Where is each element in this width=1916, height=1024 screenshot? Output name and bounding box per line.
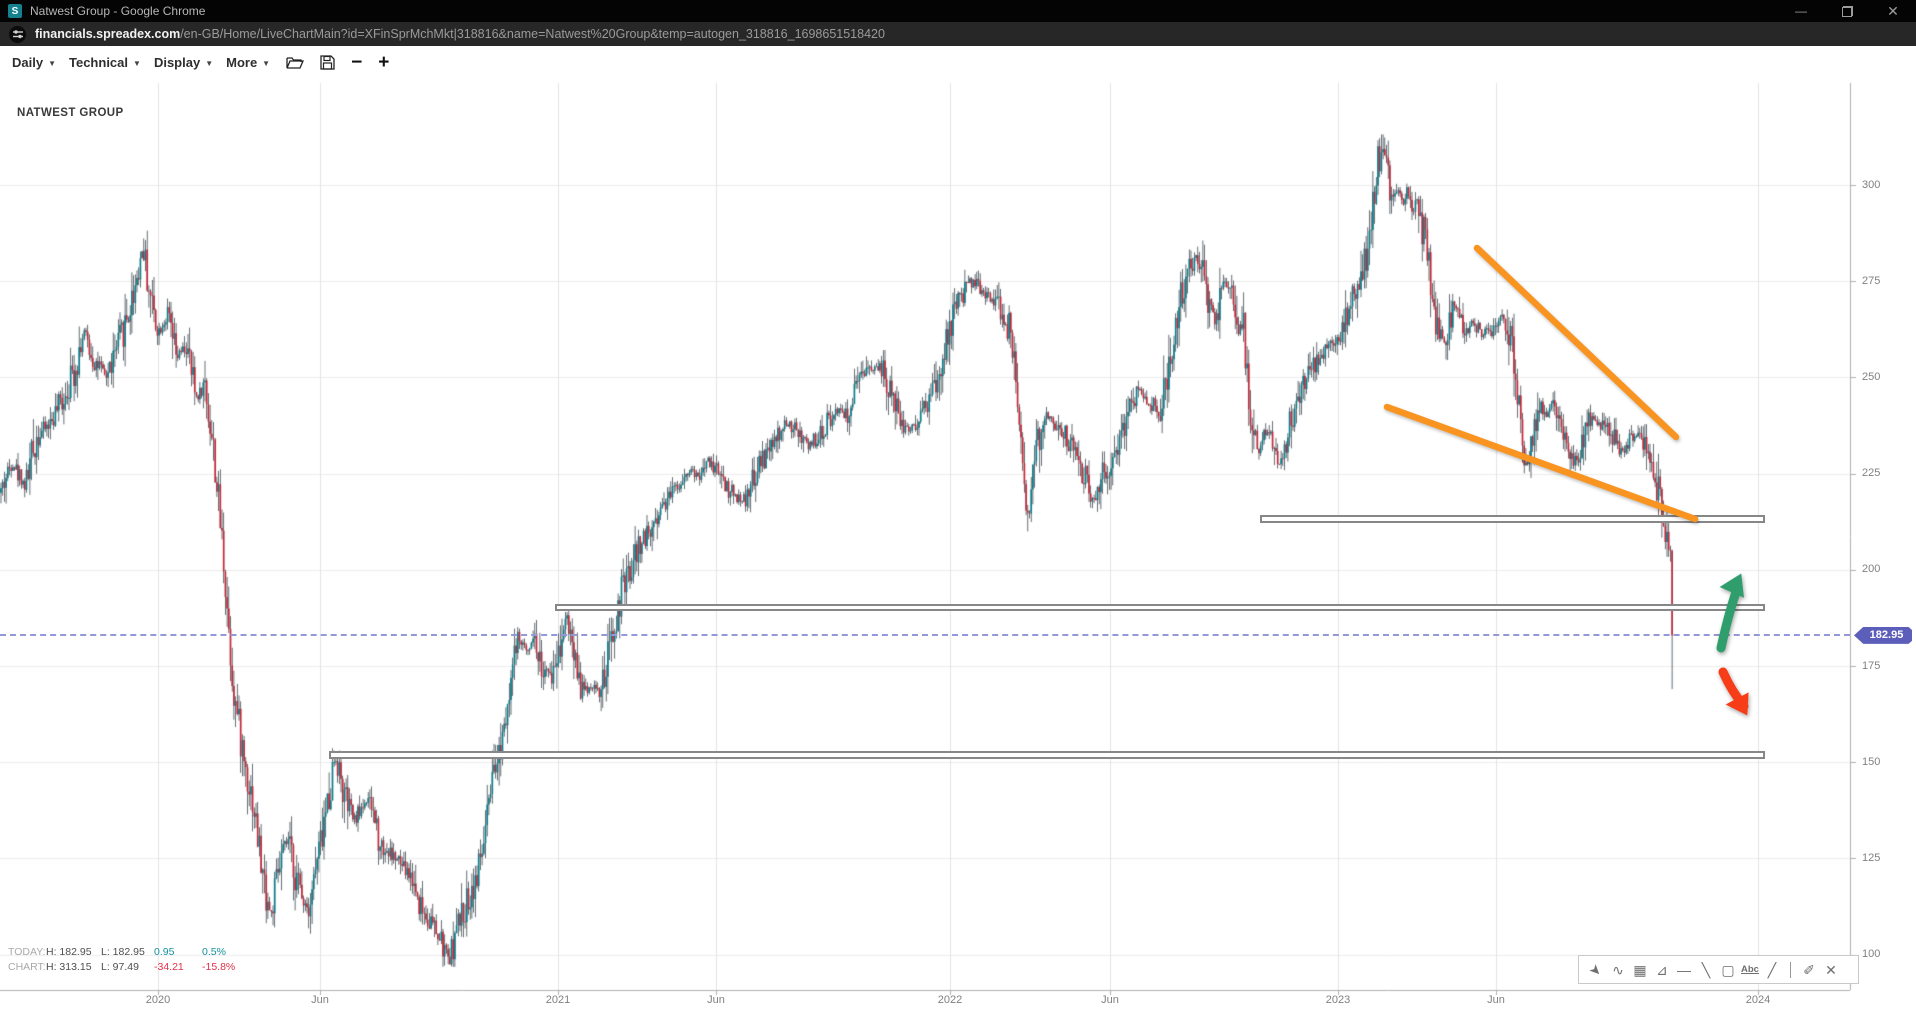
url-domain: financials.spreadex.com <box>35 27 181 41</box>
drawing-toolbar: ➤ ∿ ▦ ⊿ — ╲ ▢ Abc ╱ ✐ ✕ <box>1578 955 1859 984</box>
time-tick-label: 2021 <box>545 994 571 1006</box>
delete-drawing-icon[interactable]: ✕ <box>1825 961 1837 978</box>
time-tick-label: 2022 <box>937 994 963 1006</box>
technical-menu[interactable]: Technical ▼ <box>69 55 141 70</box>
technical-menu-label: Technical <box>69 54 129 70</box>
instrument-name: NATWEST GROUP <box>17 107 124 119</box>
more-menu-label: More <box>226 54 258 70</box>
cursor-arrow-icon[interactable]: ➤ <box>1586 959 1606 980</box>
spreadex-favicon: S <box>8 4 22 18</box>
support-zone[interactable] <box>329 751 1765 760</box>
stats-label: CHART: <box>8 961 46 973</box>
stats-change: -34.21 <box>154 961 184 973</box>
stats-change-pct: -15.8% <box>202 961 236 973</box>
close-button[interactable]: ✕ <box>1887 2 1899 19</box>
stats-high: H: 182.95 <box>46 946 92 958</box>
time-tick-label: Jun <box>707 994 725 1006</box>
timeframe-menu-label: Daily <box>12 54 44 70</box>
zoom-in-icon-glyph: + <box>378 51 390 73</box>
fibonacci-grid-icon[interactable]: ▦ <box>1633 961 1647 978</box>
chart-region[interactable]: NATWEST GROUP 182.95 ➤ ∿ ▦ ⊿ — ╲ ▢ Abc ╱ ✐ ✕ 300 27… <box>0 78 1916 1024</box>
freehand-draw-icon[interactable]: ∿ <box>1612 961 1624 978</box>
support-zone[interactable] <box>1260 515 1765 523</box>
price-tick-label: 250 <box>1862 370 1881 383</box>
chevron-down-icon: ▼ <box>205 58 214 68</box>
support-zone[interactable] <box>555 603 1765 612</box>
time-tick-label: Jun <box>1487 994 1505 1006</box>
marker-pen-icon[interactable]: ✐ <box>1803 961 1815 978</box>
minimize-button[interactable]: — <box>1795 4 1807 18</box>
time-tick-label: 2023 <box>1325 994 1351 1006</box>
horizontal-line-icon[interactable]: — <box>1677 961 1691 978</box>
price-tick-label: 100 <box>1862 948 1881 961</box>
more-menu[interactable]: More ▼ <box>226 55 270 70</box>
price-tick-label: 200 <box>1862 563 1881 576</box>
url-bar[interactable]: financials.spreadex.com/en-GB/Home/LiveC… <box>0 22 1916 46</box>
price-tick-label: 175 <box>1862 659 1881 672</box>
chevron-down-icon: ▼ <box>262 58 271 68</box>
timeframe-menu[interactable]: Daily ▼ <box>12 55 56 70</box>
window-title: Natwest Group - Google Chrome <box>30 4 206 18</box>
restore-icon <box>1841 5 1853 17</box>
title-bar: S Natwest Group - Google Chrome — ✕ <box>0 0 1916 22</box>
price-tick-label: 300 <box>1862 178 1881 191</box>
address-text[interactable]: financials.spreadex.com/en-GB/Home/LiveC… <box>35 27 885 41</box>
fan-lines-icon[interactable]: ⊿ <box>1656 961 1668 978</box>
rectangle-tool-icon[interactable]: ▢ <box>1721 961 1735 978</box>
toolbar-divider <box>1790 961 1791 978</box>
site-settings-icon[interactable] <box>9 25 26 43</box>
time-tick-label: 2024 <box>1745 994 1771 1006</box>
time-tick-label: Jun <box>1101 994 1119 1006</box>
price-tick-label: 275 <box>1862 274 1881 287</box>
url-path: /en-GB/Home/LiveChartMain?id=XFinSprMchM… <box>180 27 885 41</box>
time-tick-label: 2020 <box>145 994 171 1006</box>
current-price-badge: 182.95 <box>1854 626 1912 644</box>
stats-label: TODAY: <box>8 946 46 958</box>
price-tick-label: 225 <box>1862 467 1881 480</box>
price-tick-label: 125 <box>1862 851 1881 864</box>
stats-high: H: 313.15 <box>46 961 92 973</box>
open-chart-icon[interactable] <box>286 55 305 70</box>
chevron-down-icon: ▼ <box>48 58 56 68</box>
restore-button[interactable] <box>1824 0 1870 22</box>
stats-change: 0.95 <box>154 946 175 958</box>
display-menu-label: Display <box>153 54 201 70</box>
diagonal-line-icon[interactable]: ╱ <box>1767 961 1777 978</box>
stats-change-pct: 0.5% <box>202 946 226 958</box>
price-tick-label: 150 <box>1862 755 1881 768</box>
zoom-out-icon-glyph: − <box>351 51 363 73</box>
price-chart-canvas[interactable] <box>0 78 1916 1024</box>
time-tick-label: Jun <box>311 994 329 1006</box>
zoom-in-icon[interactable]: + <box>378 53 389 72</box>
current-price-line <box>0 634 1850 637</box>
zoom-out-icon[interactable]: − <box>351 53 362 72</box>
text-tool-icon[interactable]: Abc <box>1741 963 1759 975</box>
stats-low: L: 182.95 <box>101 946 145 958</box>
chevron-down-icon: ▼ <box>133 58 141 68</box>
trend-segment-icon[interactable]: ╲ <box>1701 961 1711 978</box>
display-menu[interactable]: Display ▼ <box>154 55 213 70</box>
save-chart-icon[interactable] <box>320 54 335 70</box>
stats-low: L: 97.49 <box>101 961 139 973</box>
chart-toolbar: Daily ▼ Technical ▼ Display ▼ More ▼ − + <box>0 46 1916 78</box>
